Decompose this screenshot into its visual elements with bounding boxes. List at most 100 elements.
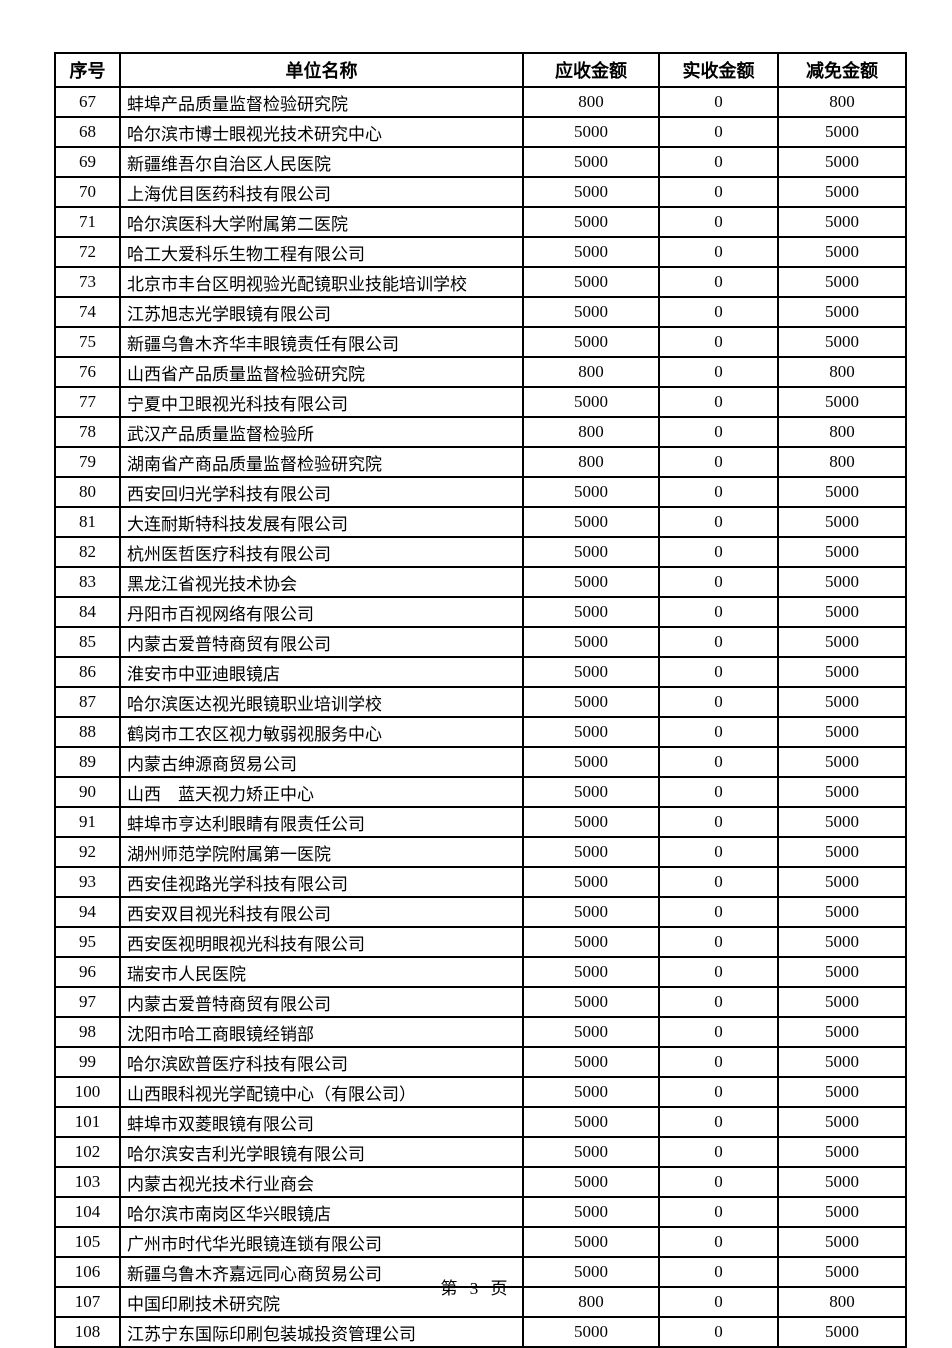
unit-name-cell: 山西 蓝天视力矫正中心 xyxy=(119,776,524,808)
received-amount-cell: 0 xyxy=(658,476,779,508)
receivable-amount-cell: 5000 xyxy=(522,746,660,778)
receivable-amount-cell: 5000 xyxy=(522,806,660,838)
reduced-amount-cell: 5000 xyxy=(777,146,907,178)
unit-name-cell: 新疆乌鲁木齐华丰眼镜责任有限公司 xyxy=(119,326,524,358)
received-amount-cell: 0 xyxy=(658,416,779,448)
table-row: 104 哈尔滨市南岗区华兴眼镜店 5000 0 5000 xyxy=(54,1196,907,1228)
received-amount-cell: 0 xyxy=(658,206,779,238)
receivable-amount-cell: 5000 xyxy=(522,506,660,538)
receivable-amount-cell: 5000 xyxy=(522,326,660,358)
reduced-amount-cell: 5000 xyxy=(777,1136,907,1168)
received-amount-cell: 0 xyxy=(658,1316,779,1348)
reduced-amount-cell: 800 xyxy=(777,416,907,448)
row-number-cell: 78 xyxy=(54,416,121,448)
unit-name-cell: 哈工大爱科乐生物工程有限公司 xyxy=(119,236,524,268)
table-row: 80 西安回归光学科技有限公司 5000 0 5000 xyxy=(54,476,907,508)
unit-name-cell: 哈尔滨市博士眼视光技术研究中心 xyxy=(119,116,524,148)
row-number-cell: 99 xyxy=(54,1046,121,1078)
row-number-cell: 88 xyxy=(54,716,121,748)
received-amount-cell: 0 xyxy=(658,626,779,658)
received-amount-cell: 0 xyxy=(658,176,779,208)
received-amount-cell: 0 xyxy=(658,1046,779,1078)
reduced-amount-cell: 5000 xyxy=(777,266,907,298)
table-row: 67 蚌埠产品质量监督检验研究院 800 0 800 xyxy=(54,86,907,118)
table-header-row: 序号 单位名称 应收金额 实收金额 减免金额 xyxy=(54,52,907,88)
unit-name-cell: 湖州师范学院附属第一医院 xyxy=(119,836,524,868)
row-number-cell: 73 xyxy=(54,266,121,298)
received-amount-cell: 0 xyxy=(658,866,779,898)
received-amount-cell: 0 xyxy=(658,1106,779,1138)
reduced-amount-cell: 800 xyxy=(777,356,907,388)
row-number-cell: 67 xyxy=(54,86,121,118)
row-number-cell: 107 xyxy=(54,1286,121,1318)
received-amount-cell: 0 xyxy=(658,296,779,328)
row-number-cell: 98 xyxy=(54,1016,121,1048)
row-number-cell: 103 xyxy=(54,1166,121,1198)
reduced-amount-cell: 5000 xyxy=(777,1316,907,1348)
unit-name-cell: 江苏旭志光学眼镜有限公司 xyxy=(119,296,524,328)
unit-name-cell: 山西眼科视光学配镜中心（有限公司） xyxy=(119,1076,524,1108)
row-number-cell: 76 xyxy=(54,356,121,388)
unit-name-cell: 瑞安市人民医院 xyxy=(119,956,524,988)
unit-name-cell: 淮安市中亚迪眼镜店 xyxy=(119,656,524,688)
unit-name-cell: 新疆维吾尔自治区人民医院 xyxy=(119,146,524,178)
row-number-cell: 71 xyxy=(54,206,121,238)
header-unit-name: 单位名称 xyxy=(119,52,524,88)
unit-name-cell: 西安双目视光科技有限公司 xyxy=(119,896,524,928)
reduced-amount-cell: 5000 xyxy=(777,866,907,898)
receivable-amount-cell: 5000 xyxy=(522,1136,660,1168)
receivable-amount-cell: 5000 xyxy=(522,236,660,268)
table-row: 107 中国印刷技术研究院 800 0 800 xyxy=(54,1286,907,1318)
received-amount-cell: 0 xyxy=(658,806,779,838)
received-amount-cell: 0 xyxy=(658,596,779,628)
received-amount-cell: 0 xyxy=(658,776,779,808)
received-amount-cell: 0 xyxy=(658,716,779,748)
row-number-cell: 90 xyxy=(54,776,121,808)
table-row: 88 鹤岗市工农区视力敏弱视服务中心 5000 0 5000 xyxy=(54,716,907,748)
table-row: 81 大连耐斯特科技发展有限公司 5000 0 5000 xyxy=(54,506,907,538)
row-number-cell: 97 xyxy=(54,986,121,1018)
row-number-cell: 85 xyxy=(54,626,121,658)
receivable-amount-cell: 5000 xyxy=(522,1016,660,1048)
reduced-amount-cell: 5000 xyxy=(777,1046,907,1078)
received-amount-cell: 0 xyxy=(658,536,779,568)
receivable-amount-cell: 5000 xyxy=(522,146,660,178)
receivable-amount-cell: 800 xyxy=(522,446,660,478)
receivable-amount-cell: 5000 xyxy=(522,956,660,988)
unit-name-cell: 江苏宁东国际印刷包装城投资管理公司 xyxy=(119,1316,524,1348)
table-row: 95 西安医视明眼视光科技有限公司 5000 0 5000 xyxy=(54,926,907,958)
unit-name-cell: 新疆乌鲁木齐嘉远同心商贸易公司 xyxy=(119,1256,524,1288)
unit-name-cell: 哈尔滨医科大学附属第二医院 xyxy=(119,206,524,238)
receivable-amount-cell: 800 xyxy=(522,356,660,388)
unit-name-cell: 杭州医哲医疗科技有限公司 xyxy=(119,536,524,568)
row-number-cell: 96 xyxy=(54,956,121,988)
received-amount-cell: 0 xyxy=(658,686,779,718)
receivable-amount-cell: 5000 xyxy=(522,656,660,688)
receivable-amount-cell: 5000 xyxy=(522,176,660,208)
table-row: 97 内蒙古爱普特商贸有限公司 5000 0 5000 xyxy=(54,986,907,1018)
reduced-amount-cell: 5000 xyxy=(777,656,907,688)
reduced-amount-cell: 800 xyxy=(777,86,907,118)
unit-name-cell: 湖南省产商品质量监督检验研究院 xyxy=(119,446,524,478)
receivable-amount-cell: 5000 xyxy=(522,626,660,658)
reduced-amount-cell: 5000 xyxy=(777,806,907,838)
table-row: 71 哈尔滨医科大学附属第二医院 5000 0 5000 xyxy=(54,206,907,238)
unit-name-cell: 蚌埠产品质量监督检验研究院 xyxy=(119,86,524,118)
received-amount-cell: 0 xyxy=(658,326,779,358)
row-number-cell: 81 xyxy=(54,506,121,538)
receivable-amount-cell: 5000 xyxy=(522,836,660,868)
table-row: 100 山西眼科视光学配镜中心（有限公司） 5000 0 5000 xyxy=(54,1076,907,1108)
reduced-amount-cell: 5000 xyxy=(777,476,907,508)
received-amount-cell: 0 xyxy=(658,956,779,988)
reduced-amount-cell: 5000 xyxy=(777,716,907,748)
row-number-cell: 83 xyxy=(54,566,121,598)
table-row: 82 杭州医哲医疗科技有限公司 5000 0 5000 xyxy=(54,536,907,568)
received-amount-cell: 0 xyxy=(658,356,779,388)
unit-name-cell: 上海优目医药科技有限公司 xyxy=(119,176,524,208)
row-number-cell: 93 xyxy=(54,866,121,898)
unit-name-cell: 哈尔滨欧普医疗科技有限公司 xyxy=(119,1046,524,1078)
receivable-amount-cell: 5000 xyxy=(522,596,660,628)
unit-name-cell: 宁夏中卫眼视光科技有限公司 xyxy=(119,386,524,418)
received-amount-cell: 0 xyxy=(658,656,779,688)
received-amount-cell: 0 xyxy=(658,1226,779,1258)
